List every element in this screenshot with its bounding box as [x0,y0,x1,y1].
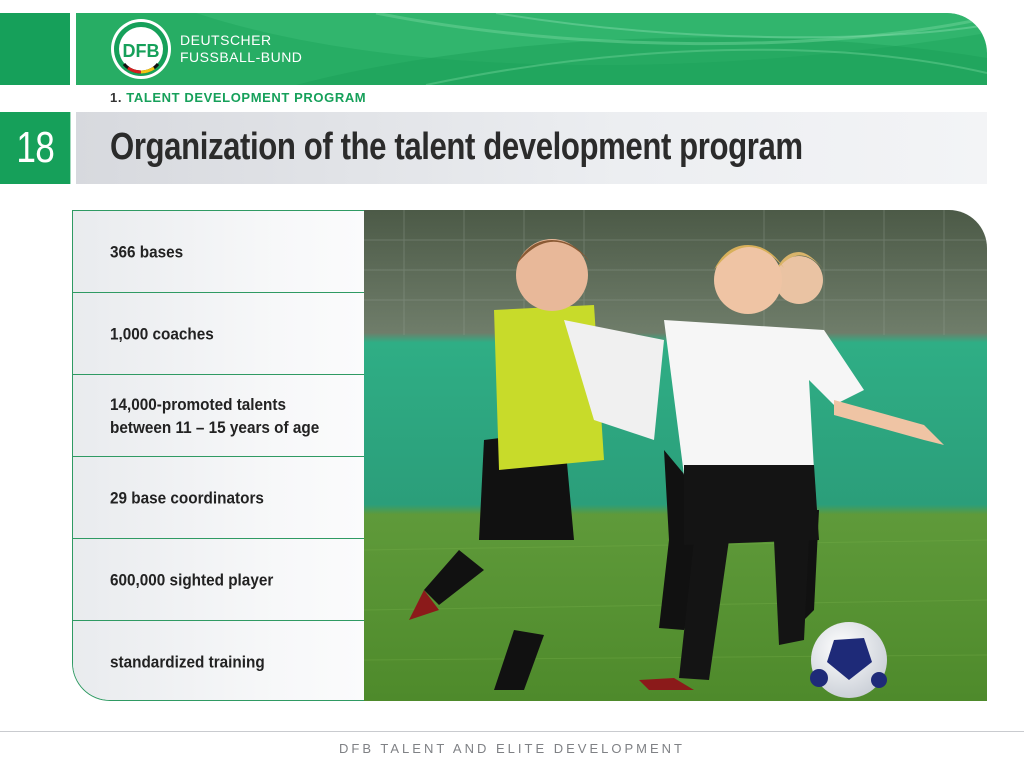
fact-text: 14,000-promoted talents between 11 – 15 … [110,394,320,437]
list-item: 29 base coordinators [73,457,364,539]
photo-illustration [364,210,987,701]
list-item: 600,000 sighted player [73,539,364,621]
section-label: 1. TALENT DEVELOPMENT PROGRAM [110,90,366,105]
logo-lettering: DFB [123,41,160,61]
header-banner [76,13,987,85]
page-number: 18 [0,112,71,184]
fact-text: 1,000 coaches [110,324,214,343]
fact-text: 29 base coordinators [110,488,264,507]
org-name-line1: DEUTSCHER [180,32,272,48]
list-item: 14,000-promoted talents between 11 – 15 … [73,375,364,457]
fact-text: standardized training [110,652,265,671]
footer-divider [0,731,1024,732]
list-item: standardized training [73,621,364,700]
dfb-logo: DFB [111,19,171,79]
list-item: 1,000 coaches [73,293,364,375]
section-number: 1. [110,90,123,105]
section-title: TALENT DEVELOPMENT PROGRAM [126,90,367,105]
content-panel: 366 bases 1,000 coaches 14,000-promoted … [72,210,987,701]
facts-list: 366 bases 1,000 coaches 14,000-promoted … [72,210,364,701]
fact-text: 600,000 sighted player [110,570,274,589]
fact-text: 366 bases [110,242,184,261]
org-name-line2: FUSSBALL-BUND [180,49,303,65]
list-item: 366 bases [73,211,364,293]
title-bar: Organization of the talent development p… [76,112,987,184]
page-title: Organization of the talent development p… [110,126,803,168]
org-name: DEUTSCHER FUSSBALL-BUND [180,32,302,66]
header-swoosh-pattern [196,13,987,85]
footer-text: DFB TALENT AND ELITE DEVELOPMENT [339,741,685,756]
header-left-block [0,13,70,85]
soccer-players-photo [364,210,987,701]
